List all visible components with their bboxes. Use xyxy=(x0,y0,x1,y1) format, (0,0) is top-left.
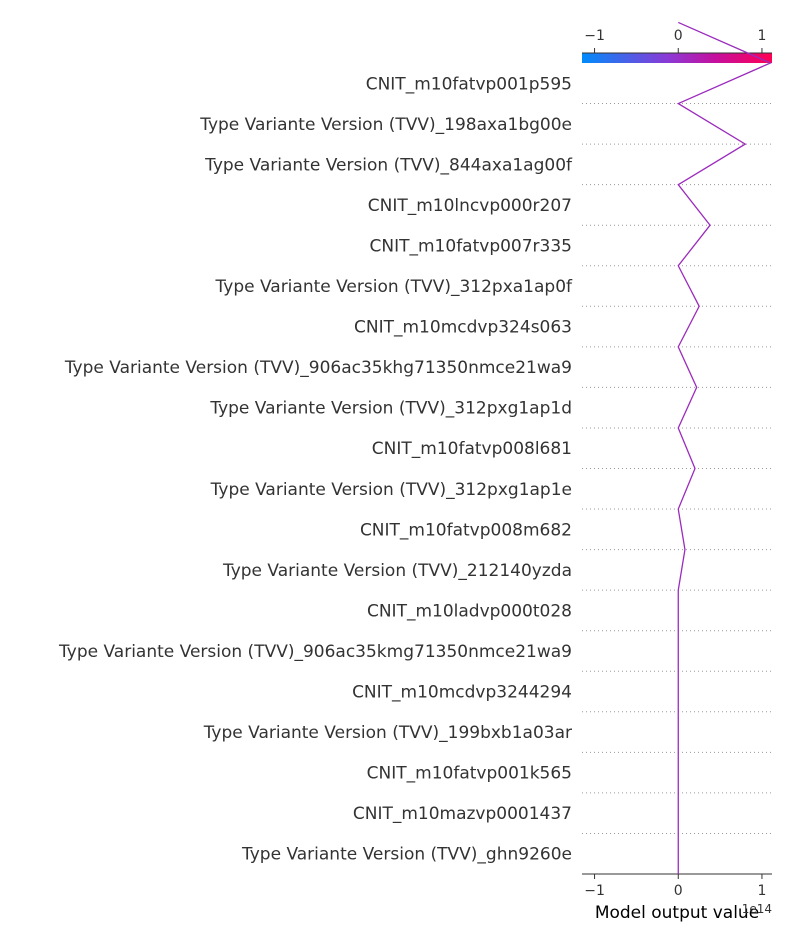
feature-label: Type Variante Version (TVV)_199bxb1a03ar xyxy=(203,723,572,743)
axes: −1 0 1 xyxy=(582,873,772,899)
feature-label: CNIT_m10mazvp0001437 xyxy=(353,804,572,824)
feature-label: CNIT_m10mcdvp3244294 xyxy=(352,683,572,703)
x-tick-label: 0 xyxy=(674,883,683,899)
colorbar-tick-label: −1 xyxy=(584,28,605,44)
feature-label: CNIT_m10fatvp008l681 xyxy=(372,439,572,459)
decision-line xyxy=(676,21,772,874)
feature-label: CNIT_m10lncvp000r207 xyxy=(368,196,572,216)
feature-label: Type Variante Version (TVV)_312pxg1ap1d xyxy=(209,399,572,419)
colorbar: −1 0 1 xyxy=(582,28,772,63)
feature-label: Type Variante Version (TVV)_906ac35kmg71… xyxy=(58,642,572,662)
feature-label: Type Variante Version (TVV)_312pxg1ap1e xyxy=(210,480,572,500)
feature-label: Type Variante Version (TVV)_ghn9260e xyxy=(241,845,572,865)
feature-label: Type Variante Version (TVV)_198axa1bg00e xyxy=(199,115,572,135)
feature-label: Type Variante Version (TVV)_906ac35khg71… xyxy=(64,358,572,378)
feature-label: Type Variante Version (TVV)_844axa1ag00f xyxy=(204,155,573,175)
grid-lines xyxy=(582,103,772,834)
x-axis-label: Model output value xyxy=(595,903,759,923)
colorbar-tick-label: 0 xyxy=(674,28,683,44)
feature-label: Type Variante Version (TVV)_312pxa1ap0f xyxy=(215,277,573,297)
feature-label: Type Variante Version (TVV)_212140yzda xyxy=(222,561,572,581)
colorbar-tick-label: 1 xyxy=(757,28,766,44)
feature-labels: CNIT_m10fatvp001p595 Type Variante Versio… xyxy=(58,74,573,864)
feature-label: CNIT_m10fatvp008m682 xyxy=(360,520,572,540)
x-axis-offset-text: 1e14 xyxy=(742,902,772,916)
feature-label: CNIT_m10fatvp001p595 xyxy=(366,74,572,94)
feature-label: CNIT_m10mcdvp324s063 xyxy=(354,318,572,338)
feature-label: CNIT_m10ladvp000t028 xyxy=(367,601,572,621)
colorbar-gradient xyxy=(582,53,772,63)
feature-label: CNIT_m10fatvp007r335 xyxy=(370,236,572,256)
decision-path xyxy=(676,21,772,874)
x-tick-label: 1 xyxy=(757,883,766,899)
feature-label: CNIT_m10fatvp001k565 xyxy=(367,764,572,784)
x-tick-label: −1 xyxy=(584,883,605,899)
